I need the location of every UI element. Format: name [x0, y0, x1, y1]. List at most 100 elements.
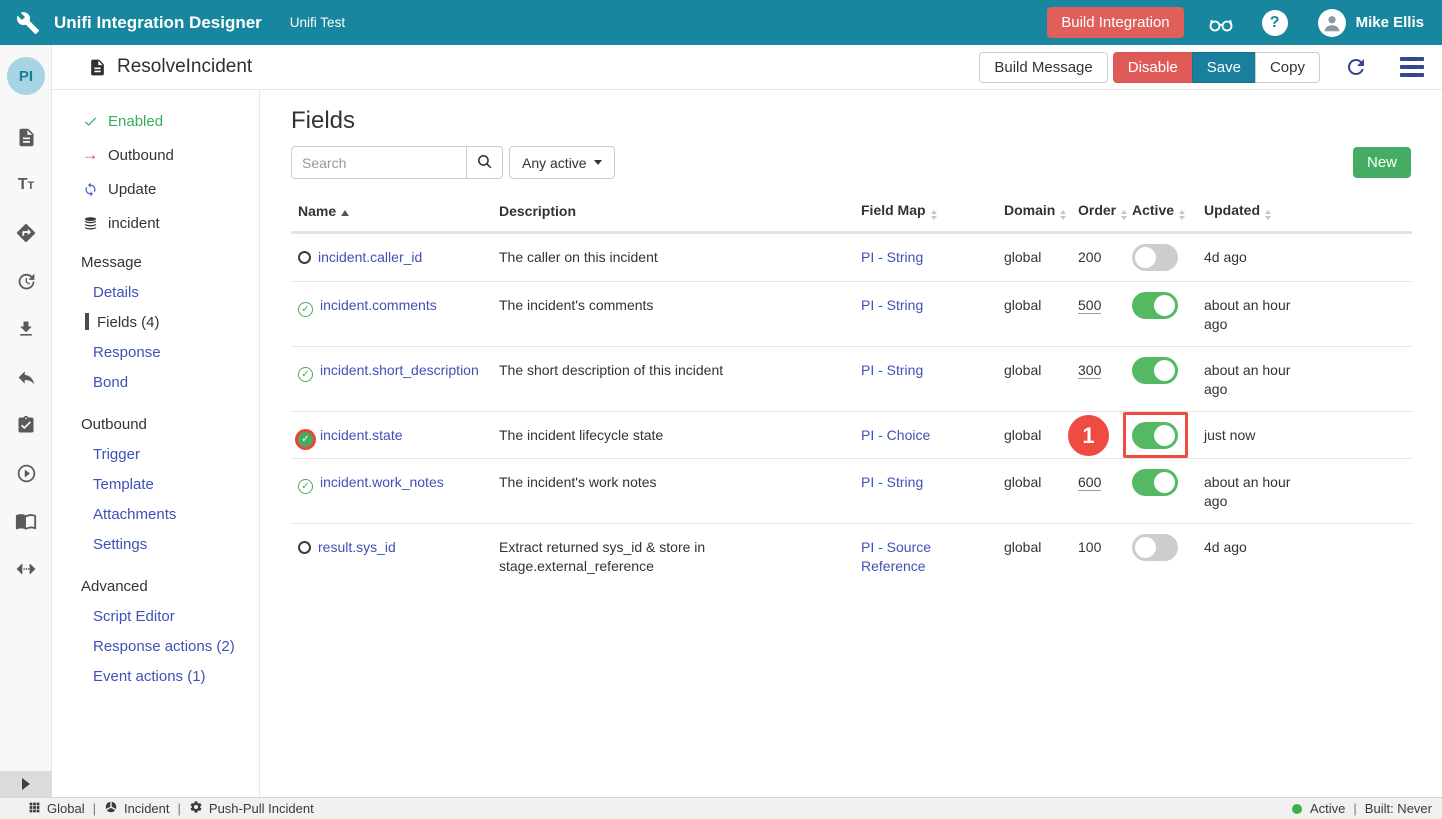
field-domain: global: [1004, 457, 1078, 523]
field-order: 200: [1078, 248, 1102, 265]
active-check-icon: [298, 301, 313, 317]
chevron-right-icon: [22, 778, 30, 790]
active-toggle[interactable]: [1132, 468, 1178, 496]
scope-item-global[interactable]: Global: [28, 801, 85, 817]
nav-item-response[interactable]: Response: [93, 344, 161, 361]
disable-button[interactable]: Disable: [1112, 51, 1193, 83]
field-name-link[interactable]: incident.state: [320, 426, 403, 443]
scope-item-incident[interactable]: Incident: [104, 800, 170, 817]
field-map-link[interactable]: PI - String: [861, 248, 924, 265]
document-icon[interactable]: [0, 113, 52, 161]
column-header-domain[interactable]: Domain: [1004, 196, 1078, 234]
nav-item-outbound[interactable]: → Outbound: [81, 145, 174, 164]
field-updated: about an hour ago: [1204, 296, 1291, 332]
nav-item-event-actions[interactable]: Event actions (1): [93, 668, 206, 685]
code-icon[interactable]: [0, 545, 52, 593]
nav-item-attachments[interactable]: Attachments: [93, 506, 177, 523]
active-toggle[interactable]: [1132, 356, 1178, 384]
annotation-step-badge: 1: [1068, 415, 1109, 456]
column-header-field-map[interactable]: Field Map: [861, 196, 1004, 234]
update-icon[interactable]: [0, 257, 52, 305]
field-name-link[interactable]: incident.caller_id: [318, 248, 423, 265]
field-description: The incident's work notes: [499, 457, 861, 523]
field-description: The incident's comments: [499, 280, 861, 346]
field-map-link[interactable]: PI - String: [861, 473, 924, 490]
nav-item-update[interactable]: Update: [52, 172, 259, 206]
column-header-name[interactable]: Name: [291, 196, 499, 234]
column-header-active[interactable]: Active: [1132, 196, 1204, 234]
user-name[interactable]: Mike Ellis: [1355, 14, 1424, 31]
status-bar: Global | Incident | Push-Pull Incident A…: [0, 797, 1442, 819]
sort-icon: [930, 210, 937, 221]
nav-item-trigger[interactable]: Trigger: [93, 446, 140, 463]
field-map-link[interactable]: PI - Source Reference: [861, 538, 932, 574]
field-order-link[interactable]: 600: [1078, 473, 1102, 491]
new-field-button[interactable]: New: [1352, 147, 1411, 178]
record-action-group: Disable Save Copy: [1112, 51, 1320, 83]
save-button[interactable]: Save: [1191, 51, 1256, 83]
refresh-icon[interactable]: [1344, 55, 1368, 79]
field-name-link[interactable]: incident.work_notes: [320, 473, 444, 490]
arrow-right-icon: →: [81, 145, 99, 164]
fields-table: Name Description Field Map Domain Order …: [291, 196, 1412, 588]
play-circle-icon[interactable]: [0, 449, 52, 497]
scope-item-push-pull[interactable]: Push-Pull Incident: [189, 800, 314, 817]
column-header-description[interactable]: Description: [499, 196, 861, 234]
field-map-link[interactable]: PI - String: [861, 296, 924, 313]
active-check-icon: [298, 478, 313, 494]
nav-section-outbound: Outbound: [81, 416, 147, 433]
glasses-icon[interactable]: [1206, 11, 1236, 35]
active-filter-dropdown[interactable]: Any active: [509, 146, 615, 179]
active-toggle[interactable]: [1132, 291, 1178, 319]
workspace-name[interactable]: Unifi Test: [289, 15, 346, 30]
build-message-button[interactable]: Build Message: [979, 51, 1108, 83]
record-title: ResolveIncident: [117, 56, 253, 77]
field-name-link[interactable]: incident.short_description: [320, 361, 479, 378]
nav-item-script-editor[interactable]: Script Editor: [93, 608, 175, 625]
sort-icon: [1265, 210, 1271, 221]
search-button[interactable]: [467, 146, 503, 179]
field-map-link[interactable]: PI - String: [861, 361, 924, 378]
nav-item-incident[interactable]: incident: [52, 206, 259, 240]
nav-item-template[interactable]: Template: [93, 476, 154, 493]
nav-item-enabled[interactable]: Enabled: [52, 104, 259, 138]
field-domain: global: [1004, 522, 1078, 588]
icon-rail: PI TT: [0, 45, 52, 797]
active-toggle-highlighted[interactable]: [1132, 421, 1178, 449]
user-avatar[interactable]: [1317, 8, 1346, 37]
help-icon[interactable]: ?: [1261, 9, 1288, 36]
nav-item-fields[interactable]: Fields (4): [52, 308, 259, 338]
nav-section-message: Message: [81, 254, 142, 271]
active-toggle[interactable]: [1132, 243, 1178, 271]
field-order-link[interactable]: 500: [1078, 296, 1102, 314]
menu-icon[interactable]: [1400, 57, 1424, 77]
nav-item-response-actions[interactable]: Response actions (2): [93, 638, 235, 655]
field-map-link[interactable]: PI - Choice: [861, 426, 931, 443]
field-name-link[interactable]: result.sys_id: [318, 538, 396, 555]
text-format-icon[interactable]: TT: [17, 176, 35, 193]
search-input[interactable]: [291, 146, 467, 179]
sidebar-collapse-button[interactable]: [0, 771, 52, 797]
column-header-order[interactable]: Order: [1078, 196, 1132, 234]
book-icon[interactable]: [0, 497, 52, 545]
integration-avatar[interactable]: PI: [7, 57, 45, 95]
download-icon[interactable]: [0, 305, 52, 353]
copy-button[interactable]: Copy: [1254, 51, 1320, 83]
field-order-link[interactable]: 300: [1078, 361, 1102, 379]
record-header-bar: ResolveIncident Build Message Disable Sa…: [52, 45, 1442, 90]
field-domain: global: [1004, 248, 1042, 265]
field-name-link[interactable]: incident.comments: [320, 296, 437, 313]
active-toggle[interactable]: [1132, 533, 1178, 561]
check-icon: [81, 114, 99, 129]
table-row: incident.short_description The short des…: [291, 345, 1412, 411]
nav-item-details[interactable]: Details: [93, 284, 139, 301]
tasks-icon[interactable]: [0, 401, 52, 449]
nav-item-bond[interactable]: Bond: [93, 374, 129, 391]
wrench-icon: [16, 11, 40, 35]
column-header-updated[interactable]: Updated: [1204, 196, 1412, 234]
directions-icon[interactable]: [0, 209, 52, 257]
top-app-bar: Unifi Integration Designer Unifi Test Bu…: [0, 0, 1442, 45]
nav-item-settings[interactable]: Settings: [93, 536, 148, 553]
reply-icon[interactable]: [0, 353, 52, 401]
build-integration-button[interactable]: Build Integration: [1047, 7, 1184, 38]
